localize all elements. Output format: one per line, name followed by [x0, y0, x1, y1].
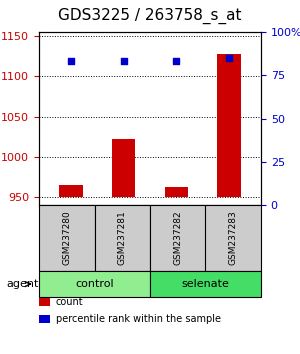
Text: GDS3225 / 263758_s_at: GDS3225 / 263758_s_at [58, 8, 242, 24]
Text: count: count [56, 297, 83, 307]
Text: GSM237280: GSM237280 [62, 211, 71, 266]
Text: selenate: selenate [182, 279, 230, 289]
Point [174, 58, 179, 64]
Point [121, 58, 126, 64]
Text: GSM237281: GSM237281 [118, 211, 127, 266]
Point [227, 55, 232, 61]
Bar [218, 54, 241, 197]
Bar [164, 187, 188, 197]
Point [68, 58, 73, 64]
Text: GSM237283: GSM237283 [229, 211, 238, 266]
Text: agent: agent [6, 279, 38, 289]
Bar [112, 139, 136, 197]
Bar [59, 185, 82, 197]
Text: GSM237282: GSM237282 [173, 211, 182, 266]
Text: percentile rank within the sample: percentile rank within the sample [56, 314, 220, 324]
Text: control: control [75, 279, 114, 289]
